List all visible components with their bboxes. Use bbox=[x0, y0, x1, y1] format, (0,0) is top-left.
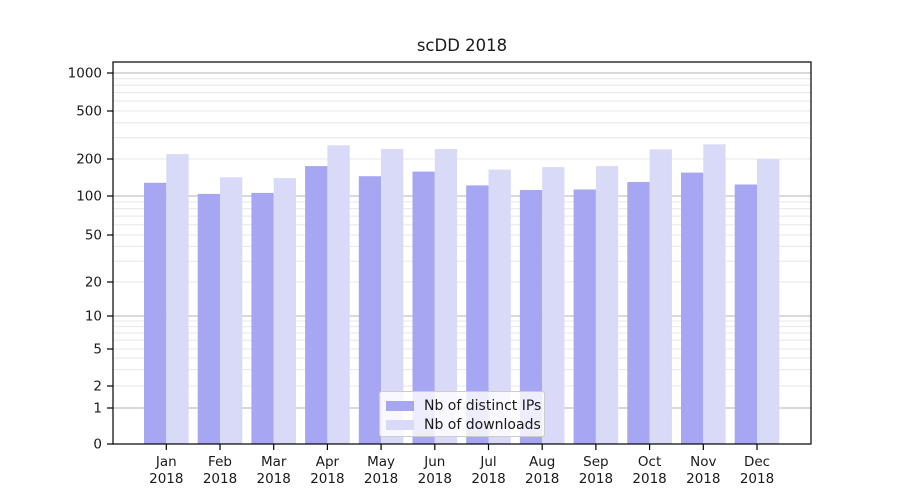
y-tick-label: 1 bbox=[93, 401, 102, 417]
bar bbox=[542, 167, 565, 444]
y-tick-label: 10 bbox=[85, 309, 102, 325]
bar bbox=[305, 166, 328, 444]
y-tick-label: 0 bbox=[93, 437, 102, 453]
y-tick-label: 5 bbox=[93, 342, 102, 358]
y-tick-label: 100 bbox=[76, 189, 102, 205]
x-tick-label: 2018 bbox=[686, 471, 720, 487]
legend-swatch-downloads-icon bbox=[386, 419, 414, 430]
x-tick-label: Jun bbox=[423, 454, 445, 470]
x-axis: Jan2018Feb2018Mar2018Apr2018May2018Jun20… bbox=[149, 444, 774, 487]
plot-border bbox=[112, 61, 812, 445]
bar bbox=[681, 172, 704, 444]
bars-series-1 bbox=[166, 144, 780, 445]
x-tick-label: May bbox=[367, 454, 395, 470]
x-tick-label: Jul bbox=[479, 454, 496, 470]
bar bbox=[412, 171, 435, 444]
x-tick-label: 2018 bbox=[632, 471, 666, 487]
bar bbox=[649, 149, 672, 444]
bar bbox=[627, 182, 650, 444]
x-tick-label: 2018 bbox=[418, 471, 452, 487]
x-tick-label: Mar bbox=[261, 454, 287, 470]
y-tick-label: 50 bbox=[85, 228, 102, 244]
bar bbox=[595, 166, 619, 444]
bar bbox=[734, 184, 757, 444]
y-tick-label: 200 bbox=[76, 152, 102, 168]
chart-title: scDD 2018 bbox=[416, 36, 508, 55]
bar bbox=[573, 189, 596, 444]
y-tick-label: 1000 bbox=[68, 66, 102, 82]
bar bbox=[273, 178, 296, 444]
bar bbox=[703, 144, 726, 445]
bar bbox=[251, 192, 274, 444]
bar bbox=[519, 190, 543, 444]
bar bbox=[166, 154, 189, 444]
bar bbox=[197, 193, 220, 444]
x-tick-label: Nov bbox=[690, 454, 716, 470]
bar bbox=[144, 182, 167, 445]
x-tick-label: Jan bbox=[155, 454, 177, 470]
x-tick-label: 2018 bbox=[310, 471, 344, 487]
legend-swatch-distinct-ips-icon bbox=[386, 400, 414, 411]
x-tick-label: Oct bbox=[638, 454, 661, 470]
bar bbox=[220, 177, 243, 445]
y-tick-label: 20 bbox=[85, 275, 102, 291]
legend-item: Nb of distinct IPs bbox=[386, 396, 542, 415]
x-tick-label: Dec bbox=[744, 454, 770, 470]
bar bbox=[358, 176, 382, 444]
x-tick-label: Aug bbox=[529, 454, 555, 470]
legend-label: Nb of distinct IPs bbox=[424, 397, 542, 414]
x-tick-label: 2018 bbox=[525, 471, 559, 487]
x-tick-label: 2018 bbox=[740, 471, 774, 487]
y-axis: 0 1 2 5 10 20 50 100 200 500 1000 bbox=[68, 66, 113, 453]
legend-label: Nb of downloads bbox=[424, 416, 541, 433]
x-tick-label: Feb bbox=[208, 454, 232, 470]
legend-item: Nb of downloads bbox=[386, 415, 541, 434]
bar bbox=[488, 169, 511, 444]
bar bbox=[757, 159, 780, 444]
y-tick-label: 2 bbox=[93, 379, 102, 395]
x-tick-label: 2018 bbox=[203, 471, 237, 487]
bar bbox=[327, 145, 350, 445]
bar bbox=[381, 149, 404, 444]
x-tick-label: 2018 bbox=[149, 471, 183, 487]
bar bbox=[434, 149, 458, 444]
x-tick-label: 2018 bbox=[471, 471, 505, 487]
legend: Nb of distinct IPs Nb of downloads bbox=[379, 391, 545, 437]
x-tick-label: Sep bbox=[583, 454, 608, 470]
bars-series-0 bbox=[144, 166, 757, 445]
x-tick-label: 2018 bbox=[257, 471, 291, 487]
x-tick-label: Apr bbox=[316, 454, 340, 470]
x-tick-label: 2018 bbox=[579, 471, 613, 487]
bar bbox=[466, 185, 489, 444]
x-tick-label: 2018 bbox=[364, 471, 398, 487]
y-tick-label: 500 bbox=[76, 104, 102, 120]
